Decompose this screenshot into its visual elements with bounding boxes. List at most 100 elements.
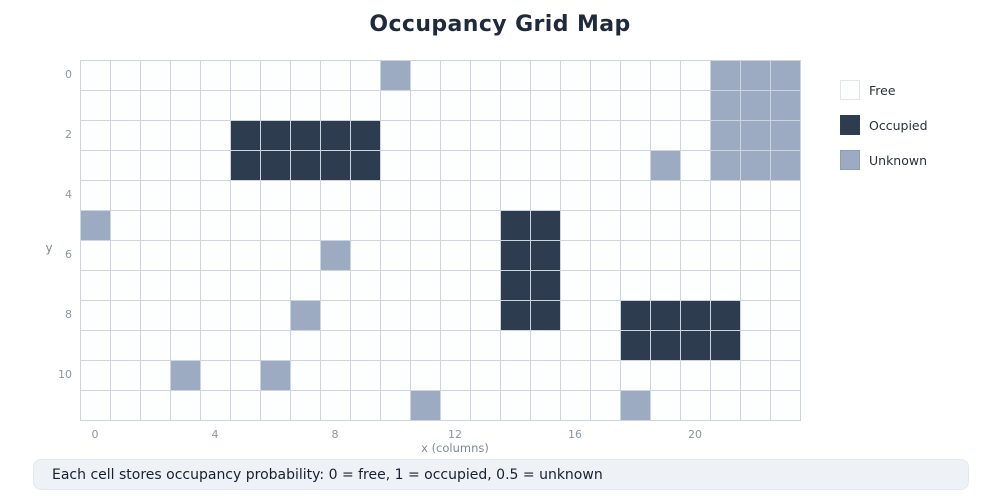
grid-cell — [621, 91, 651, 121]
grid-cell — [771, 361, 801, 391]
grid-cell — [591, 121, 621, 151]
grid-cell — [501, 241, 531, 271]
grid-cell — [771, 151, 801, 181]
grid-cell — [381, 271, 411, 301]
grid-cell — [591, 361, 621, 391]
grid-cell — [621, 271, 651, 301]
grid-cell — [501, 271, 531, 301]
grid-cell — [471, 181, 501, 211]
grid-cell — [291, 91, 321, 121]
grid-cell — [81, 361, 111, 391]
grid-cell — [501, 151, 531, 181]
grid-cell — [651, 271, 681, 301]
grid-cell — [411, 61, 441, 91]
grid-cell — [351, 121, 381, 151]
grid-cell — [741, 91, 771, 121]
legend-label: Unknown — [869, 152, 928, 168]
page-title: Occupancy Grid Map — [369, 12, 631, 37]
grid-cell — [561, 121, 591, 151]
grid-cell — [531, 91, 561, 121]
grid-cell — [201, 301, 231, 331]
grid-cell — [711, 331, 741, 361]
grid-cell — [621, 61, 651, 91]
grid-cell — [321, 361, 351, 391]
x-tick-label: 8 — [331, 428, 339, 441]
grid-cell — [111, 331, 141, 361]
grid-cell — [531, 151, 561, 181]
grid-cell — [501, 61, 531, 91]
grid-cell — [681, 211, 711, 241]
grid-cell — [531, 241, 561, 271]
grid-cell — [141, 391, 171, 421]
grid-cell — [651, 151, 681, 181]
grid-cell — [111, 151, 141, 181]
grid-cell — [381, 151, 411, 181]
grid-cell — [771, 331, 801, 361]
grid-cell — [531, 361, 561, 391]
grid-cell — [261, 181, 291, 211]
grid-cell — [681, 181, 711, 211]
grid-cell — [591, 241, 621, 271]
grid-cell — [381, 301, 411, 331]
grid-cell — [381, 91, 411, 121]
grid-cell — [381, 121, 411, 151]
grid-cell — [351, 331, 381, 361]
x-tick-label: 20 — [688, 428, 702, 441]
grid-cell — [711, 211, 741, 241]
grid-cell — [711, 121, 741, 151]
grid-cell — [381, 331, 411, 361]
grid-cell — [381, 391, 411, 421]
grid-cell — [351, 91, 381, 121]
grid-cell — [291, 181, 321, 211]
grid-cell — [351, 391, 381, 421]
grid-cell — [621, 361, 651, 391]
grid-cell — [621, 331, 651, 361]
grid-cell — [201, 61, 231, 91]
grid-cell — [261, 61, 291, 91]
grid-cell — [81, 211, 111, 241]
grid-cell — [471, 301, 501, 331]
grid-cell — [351, 361, 381, 391]
grid-cell — [111, 391, 141, 421]
footer-note: Each cell stores occupancy probability: … — [33, 459, 969, 490]
grid-cell — [471, 121, 501, 151]
legend-item-unknown: Unknown — [840, 150, 928, 170]
grid-cell — [411, 301, 441, 331]
grid-cell — [351, 151, 381, 181]
grid-cell — [501, 331, 531, 361]
grid-cell — [531, 301, 561, 331]
grid-cell — [771, 271, 801, 301]
x-tick-label: 12 — [448, 428, 462, 441]
grid-cell — [651, 301, 681, 331]
grid-cell — [711, 91, 741, 121]
footer-text: Each cell stores occupancy probability: … — [52, 466, 603, 483]
grid-cell — [771, 391, 801, 421]
grid-cell — [471, 241, 501, 271]
grid-cell — [261, 121, 291, 151]
grid-cell — [741, 211, 771, 241]
grid-cell — [171, 91, 201, 121]
grid-cell — [141, 211, 171, 241]
grid-cell — [351, 301, 381, 331]
grid-cell — [141, 61, 171, 91]
grid-cell — [231, 391, 261, 421]
grid-cell — [711, 151, 741, 181]
grid-cell — [381, 61, 411, 91]
grid-cell — [441, 211, 471, 241]
grid-cell — [81, 391, 111, 421]
grid-cell — [501, 121, 531, 151]
grid-cell — [441, 91, 471, 121]
grid-cell — [681, 391, 711, 421]
grid-cell — [531, 121, 561, 151]
grid-cell — [651, 181, 681, 211]
grid-cell — [771, 241, 801, 271]
grid-cell — [711, 181, 741, 211]
grid-cell — [291, 241, 321, 271]
grid-cell — [411, 241, 441, 271]
grid-cell — [231, 241, 261, 271]
grid-cell — [381, 181, 411, 211]
grid-cell — [321, 121, 351, 151]
grid-cell — [501, 91, 531, 121]
grid-cell — [231, 361, 261, 391]
grid-cell — [411, 361, 441, 391]
